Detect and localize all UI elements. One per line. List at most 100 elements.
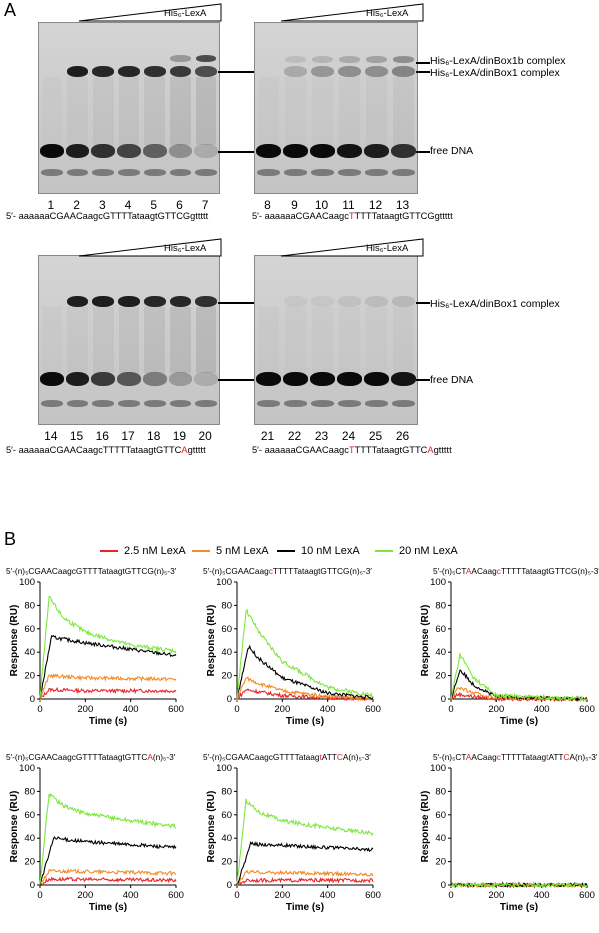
x-tick-label: 400: [320, 890, 336, 901]
free-dna-band: [142, 372, 167, 386]
lane-smear: [284, 77, 307, 145]
y-tick-label: 60: [221, 810, 232, 821]
legend-swatch: [375, 550, 393, 553]
spr-chart: 0 20 40 60 80 100 0 200 400 600 Time (s) Response (…: [9, 764, 184, 913]
lane-number: 11: [342, 198, 355, 212]
y-tick-label: 60: [24, 624, 35, 635]
complex-band: [195, 296, 217, 307]
spr-sequence-title: 5′-(n)₅CTAACaagcTTTTTataagtATTCA(n)₅-3′: [433, 752, 598, 762]
y-tick-label: 20: [221, 857, 232, 868]
spr-series-line: [236, 798, 374, 884]
bottom-band: [41, 169, 63, 176]
legend-swatch: [100, 550, 118, 553]
bottom-band: [392, 400, 415, 407]
free-dna-band: [364, 372, 389, 386]
gel-image: [254, 255, 418, 425]
bottom-band: [365, 169, 388, 176]
y-tick-label: 100: [19, 764, 35, 774]
free-dna-band: [283, 372, 308, 386]
bottom-band: [118, 169, 140, 176]
lane-number: 3: [98, 198, 106, 212]
connector-line: [416, 71, 430, 73]
complex-1b-band: [338, 56, 361, 63]
free-dna-band: [283, 144, 308, 158]
bottom-band: [169, 400, 192, 407]
free-dna-band: [65, 144, 90, 158]
lane-number: 1: [47, 198, 55, 212]
free-dna-band: [142, 144, 167, 158]
y-tick-label: 80: [221, 786, 232, 797]
complex-band: [392, 66, 415, 77]
free-dna-band: [194, 372, 218, 386]
bottom-band: [41, 400, 63, 407]
legend-swatch: [277, 550, 295, 553]
concentration-wedge: [78, 3, 222, 22]
spr-series-line: [39, 686, 177, 699]
spr-sequence-title: 5′-(n)₅CGAACaagcGTTTTataagtGTTCA(n)₅-3′: [6, 752, 176, 762]
x-tick-label: 200: [274, 890, 290, 901]
free-dna-band: [117, 372, 141, 386]
bottom-band: [365, 400, 388, 407]
complex-band: [365, 296, 388, 307]
spr-chart: 0 20 40 60 80 100 0 200 400 600 Time (s) Response (…: [206, 578, 381, 727]
spr-series-line: [236, 608, 374, 701]
y-tick-label: 100: [216, 764, 232, 774]
lane-smear: [338, 307, 361, 373]
label-free-dna-bottom: free DNA: [430, 374, 474, 386]
free-dna-band: [40, 144, 64, 158]
lane-smear: [144, 77, 165, 145]
x-tick-label: 400: [123, 890, 139, 901]
x-tick-label: 0: [37, 704, 42, 715]
spr-series-line: [39, 876, 177, 886]
legend-label: 5 nM LexA: [216, 545, 269, 557]
bottom-band: [92, 400, 115, 407]
free-dna-band: [364, 144, 389, 158]
legend-item: 10 nM LexA: [277, 545, 360, 557]
complex-band: [92, 296, 115, 307]
x-tick-label: 400: [320, 704, 336, 715]
y-tick-label: 0: [227, 880, 232, 891]
lane-smear: [311, 307, 334, 373]
x-axis-label: Time (s): [500, 902, 538, 913]
lane-smear: [93, 307, 114, 373]
complex-band: [284, 66, 307, 77]
free-dna-band: [168, 372, 193, 386]
connector-line: [218, 302, 254, 304]
lane-smear: [118, 77, 140, 145]
wedge-label: His₆-LexA: [366, 8, 409, 19]
x-tick-label: 200: [488, 890, 504, 901]
y-axis-label: Response (RU): [206, 605, 217, 677]
x-tick-label: 0: [448, 890, 453, 901]
bottom-band: [66, 400, 89, 407]
y-tick-label: 0: [30, 694, 35, 705]
x-tick-label: 600: [579, 704, 595, 715]
x-tick-label: 600: [365, 704, 381, 715]
spr-series-line: [236, 676, 374, 702]
free-dna-band: [91, 372, 116, 386]
lane-number: 26: [395, 429, 410, 443]
gel-image: [38, 255, 220, 425]
lane-smear: [365, 77, 388, 145]
free-dna-band: [337, 372, 362, 386]
x-tick-label: 0: [448, 704, 453, 715]
lane-number: 22: [287, 429, 302, 443]
x-tick-label: 600: [168, 704, 184, 715]
lane-number: 24: [341, 429, 356, 443]
wedge-label: His₆-LexA: [366, 243, 409, 254]
dna-sequence: 5′- aaaaaaCGAACaagcTTTTTataagtGTTCGgtttt…: [252, 211, 453, 221]
y-tick-label: 40: [24, 647, 35, 658]
y-tick-label: 0: [227, 694, 232, 705]
x-axis-label: Time (s): [286, 716, 324, 727]
bottom-band: [338, 400, 361, 407]
y-axis-label: Response (RU): [420, 605, 431, 677]
spr-series-line: [39, 835, 177, 887]
complex-band: [311, 66, 334, 77]
y-tick-label: 100: [430, 764, 446, 774]
bottom-band: [284, 400, 307, 407]
connector-line: [416, 151, 430, 153]
complex-1b-band: [311, 56, 334, 63]
y-tick-label: 20: [24, 857, 35, 868]
spr-series-line: [236, 869, 374, 886]
x-axis-label: Time (s): [89, 716, 127, 727]
dna-sequence: 5′- aaaaaaCGAACaagcTTTTTataagtGTTCAgtttt…: [6, 445, 206, 455]
